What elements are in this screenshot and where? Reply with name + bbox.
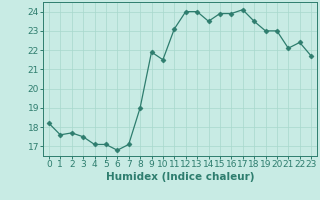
X-axis label: Humidex (Indice chaleur): Humidex (Indice chaleur)	[106, 172, 254, 182]
